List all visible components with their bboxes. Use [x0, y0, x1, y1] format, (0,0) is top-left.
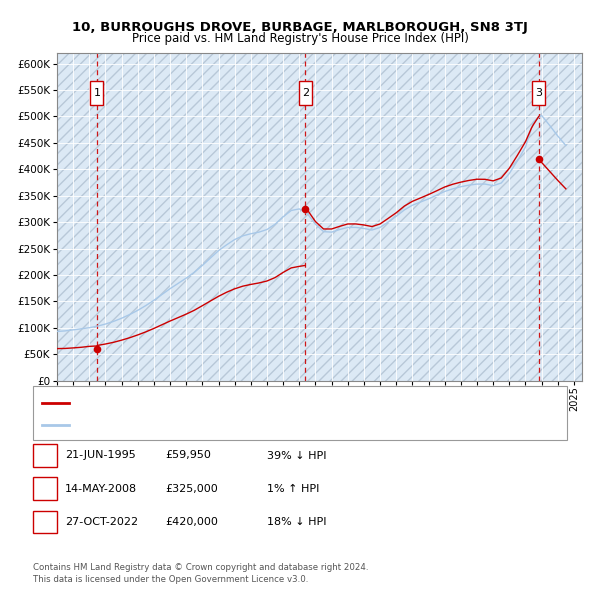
Text: 2: 2	[41, 482, 49, 495]
Text: Contains HM Land Registry data © Crown copyright and database right 2024.
This d: Contains HM Land Registry data © Crown c…	[33, 563, 368, 584]
Text: £420,000: £420,000	[165, 517, 218, 527]
Text: 21-JUN-1995: 21-JUN-1995	[65, 451, 136, 460]
Text: HPI: Average price, detached house, Wiltshire: HPI: Average price, detached house, Wilt…	[72, 420, 296, 430]
FancyBboxPatch shape	[532, 81, 545, 105]
Text: £325,000: £325,000	[165, 484, 218, 493]
Text: Price paid vs. HM Land Registry's House Price Index (HPI): Price paid vs. HM Land Registry's House …	[131, 32, 469, 45]
Text: 39% ↓ HPI: 39% ↓ HPI	[267, 451, 326, 460]
Text: 18% ↓ HPI: 18% ↓ HPI	[267, 517, 326, 527]
Text: 14-MAY-2008: 14-MAY-2008	[65, 484, 137, 493]
FancyBboxPatch shape	[91, 81, 103, 105]
Text: 10, BURROUGHS DROVE, BURBAGE, MARLBOROUGH, SN8 3TJ: 10, BURROUGHS DROVE, BURBAGE, MARLBOROUG…	[72, 21, 528, 34]
Text: £59,950: £59,950	[165, 451, 211, 460]
Text: 3: 3	[41, 516, 49, 529]
Text: 1: 1	[94, 88, 100, 98]
Text: 3: 3	[535, 88, 542, 98]
Text: 10, BURROUGHS DROVE, BURBAGE, MARLBOROUGH, SN8 3TJ (detached house): 10, BURROUGHS DROVE, BURBAGE, MARLBOROUG…	[72, 398, 463, 408]
FancyBboxPatch shape	[299, 81, 312, 105]
Text: 27-OCT-2022: 27-OCT-2022	[65, 517, 138, 527]
Text: 1: 1	[41, 449, 49, 462]
Text: 2: 2	[302, 88, 309, 98]
Text: 1% ↑ HPI: 1% ↑ HPI	[267, 484, 319, 493]
